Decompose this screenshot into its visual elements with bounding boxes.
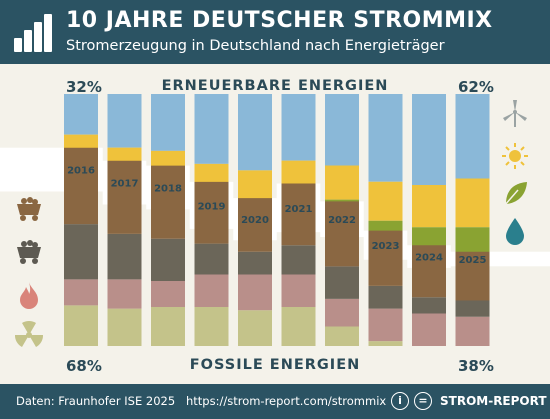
sun-icon xyxy=(502,143,528,169)
year-label-2022: 2022 xyxy=(328,215,356,226)
bar-wind-2017 xyxy=(107,94,142,148)
bar-chart-logo-icon xyxy=(12,12,52,52)
cc-by-icon: i xyxy=(391,392,409,410)
bar-lignite-2019 xyxy=(194,181,229,244)
bar-solar-2022 xyxy=(325,165,359,200)
bar-hard_coal-2018 xyxy=(151,238,185,281)
cc-nd-icon: = xyxy=(414,392,432,410)
bar-biomass-2025 xyxy=(455,227,490,254)
year-label-2019: 2019 xyxy=(198,201,226,212)
year-label-2021: 2021 xyxy=(285,204,313,215)
bar-wind-2020 xyxy=(238,94,272,171)
bar-wind-2018 xyxy=(151,94,185,151)
bar-lignite-2021 xyxy=(281,183,316,246)
bar-wind-2016 xyxy=(64,94,98,135)
bar-lignite-2020 xyxy=(238,198,272,252)
leaf-icon xyxy=(504,182,527,206)
renewable-label: ERNEUERBARE ENERGIEN xyxy=(161,78,389,94)
bar-lignite-2025 xyxy=(455,251,490,301)
bar-hard_coal-2024 xyxy=(412,297,446,314)
footer-bar: Daten: Fraunhofer ISE 2025 https://strom… xyxy=(0,384,550,419)
year-label-2016: 2016 xyxy=(67,166,95,177)
bar-wind-2022 xyxy=(325,94,359,166)
bar-hard_coal-2019 xyxy=(194,243,229,275)
bar-lignite-2017 xyxy=(107,160,142,234)
bar-wind-2023 xyxy=(368,94,403,182)
bar-nuclear-2023 xyxy=(368,341,403,346)
bar-lignite-2023 xyxy=(368,230,403,286)
coal-cart-icon xyxy=(17,240,41,264)
bar-wind-2019 xyxy=(194,94,229,164)
bar-hard_coal-2025 xyxy=(455,300,490,317)
bar-gas-2016 xyxy=(64,279,98,306)
bar-hard_coal-2016 xyxy=(64,224,98,280)
bar-gas-2019 xyxy=(194,274,229,307)
wind-turbine-icon xyxy=(503,100,527,127)
bar-gas-2024 xyxy=(412,313,446,346)
bar-gas-2023 xyxy=(368,308,403,342)
fossil-share-2016: 68% xyxy=(66,357,102,375)
bar-gas-2018 xyxy=(151,281,185,307)
brand-name: STROM-REPORT xyxy=(440,394,547,408)
strommix-chart: 2016 2017 2018 2019 2020 2021 2022 2023 2024 2025 xyxy=(0,64,550,384)
bar-hard_coal-2020 xyxy=(238,251,272,275)
bar-nuclear-2017 xyxy=(107,308,142,346)
source-link[interactable]: https://strom-report.com/strommix xyxy=(186,394,387,408)
bar-lignite-2024 xyxy=(412,245,446,298)
nuclear-icon xyxy=(14,320,44,347)
flame-icon xyxy=(20,282,38,309)
year-label-2018: 2018 xyxy=(154,184,182,195)
bar-nuclear-2019 xyxy=(194,307,229,346)
bar-nuclear-2022 xyxy=(325,326,359,346)
year-label-2023: 2023 xyxy=(372,241,400,252)
year-label-2025: 2025 xyxy=(459,255,487,266)
year-label-2020: 2020 xyxy=(241,215,269,226)
bar-solar-2024 xyxy=(412,185,446,228)
bar-hard_coal-2022 xyxy=(325,266,359,299)
water-drop-icon xyxy=(506,218,524,245)
bar-lignite-2018 xyxy=(151,165,185,239)
bar-hard_coal-2021 xyxy=(281,245,316,275)
bar-gas-2025 xyxy=(455,316,490,346)
year-label-2017: 2017 xyxy=(111,179,139,190)
page-subtitle: Stromerzeugung in Deutschland nach Energ… xyxy=(66,38,445,54)
page-title: 10 JAHRE DEUTSCHER STROMMIX xyxy=(66,8,493,33)
bar-hard_coal-2017 xyxy=(107,233,142,280)
bar-gas-2022 xyxy=(325,298,359,327)
bar-wind-2024 xyxy=(412,94,446,185)
bar-nuclear-2016 xyxy=(64,305,98,346)
lignite-cart-icon xyxy=(17,197,41,221)
bar-solar-2020 xyxy=(238,170,272,202)
bar-nuclear-2018 xyxy=(151,307,185,346)
bar-gas-2020 xyxy=(238,274,272,311)
renewable-share-2025: 62% xyxy=(458,78,494,96)
bar-lignite-2016 xyxy=(64,147,98,225)
bar-gas-2017 xyxy=(107,279,142,309)
bar-nuclear-2020 xyxy=(238,310,272,346)
bar-solar-2023 xyxy=(368,181,403,221)
data-source: Daten: Fraunhofer ISE 2025 xyxy=(16,394,176,408)
bar-solar-2025 xyxy=(455,178,490,228)
bar-lignite-2022 xyxy=(325,201,359,267)
fossil-label: FOSSILE ENERGIEN xyxy=(189,357,361,373)
renewable-share-2016: 32% xyxy=(66,78,102,96)
bar-nuclear-2021 xyxy=(281,307,316,346)
header-bar: 10 JAHRE DEUTSCHER STROMMIX Stromerzeugu… xyxy=(0,0,550,64)
bar-hard_coal-2023 xyxy=(368,285,403,309)
bar-gas-2021 xyxy=(281,274,316,307)
fossil-share-2025: 38% xyxy=(458,357,494,375)
year-label-2024: 2024 xyxy=(415,253,443,264)
bar-wind-2025 xyxy=(455,94,490,179)
bar-wind-2021 xyxy=(281,94,316,161)
